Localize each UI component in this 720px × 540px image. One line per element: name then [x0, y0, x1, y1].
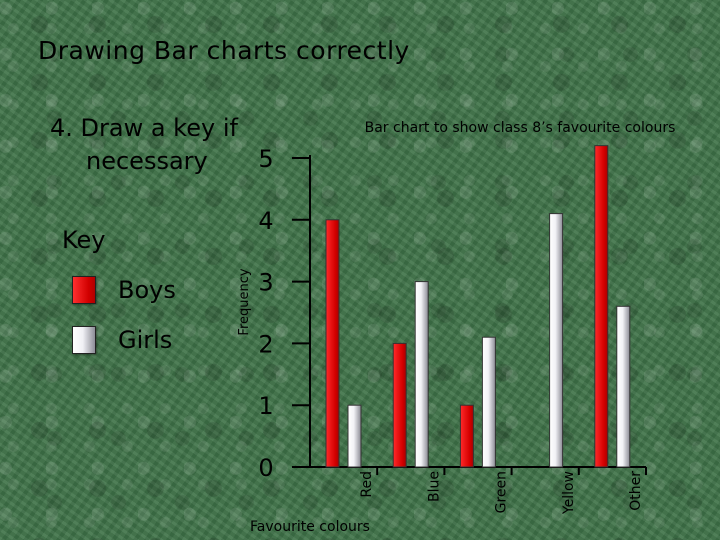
- bar-boys-blue: [392, 342, 407, 468]
- boys-swatch: [72, 276, 96, 304]
- x-tick-label-red: Red: [359, 471, 375, 498]
- key-heading: Key: [62, 226, 106, 254]
- step-line-1: 4. Draw a key if: [50, 114, 238, 142]
- x-tick-label-green: Green: [494, 471, 510, 513]
- legend-item-girls: Girls: [72, 326, 172, 354]
- slide-title: Drawing Bar charts correctly: [38, 36, 410, 65]
- bar-girls-yellow: [549, 213, 564, 468]
- bar-boys-red: [325, 219, 340, 468]
- y-tick-label: 5: [258, 145, 273, 173]
- x-tick-label-blue: Blue: [426, 471, 442, 502]
- x-tick-label-other: Other: [628, 471, 644, 511]
- legend-label-boys: Boys: [118, 276, 176, 304]
- step-line-2: necessary: [86, 147, 208, 175]
- bar-girls-other: [616, 305, 631, 468]
- bar-girls-red: [347, 404, 362, 468]
- y-tick-label: 3: [258, 269, 273, 297]
- step-instruction: 4. Draw a key if necessary: [50, 112, 238, 178]
- y-tick-label: 2: [258, 330, 273, 358]
- girls-swatch: [72, 326, 96, 354]
- bar-boys-other: [594, 145, 609, 468]
- y-tick-label: 1: [258, 392, 273, 420]
- legend-item-boys: Boys: [72, 276, 176, 304]
- y-tick-label: 0: [258, 454, 273, 482]
- chart-title: Bar chart to show class 8’s favourite co…: [365, 120, 676, 136]
- y-axis-label: Frequency: [237, 268, 252, 335]
- legend-label-girls: Girls: [118, 326, 173, 354]
- bar-girls-green: [481, 336, 496, 468]
- bar-boys-green: [459, 404, 474, 468]
- x-tick-label-yellow: Yellow: [561, 471, 577, 515]
- bar-girls-blue: [414, 281, 429, 468]
- x-axis-label: Favourite colours: [250, 519, 370, 535]
- y-tick-label: 4: [258, 207, 273, 235]
